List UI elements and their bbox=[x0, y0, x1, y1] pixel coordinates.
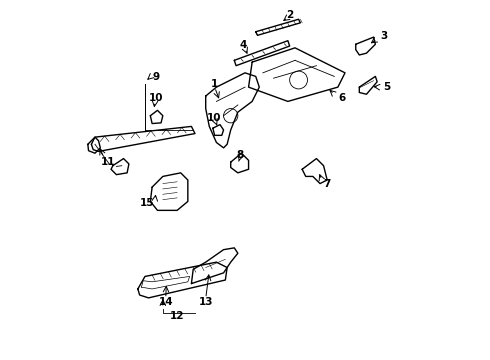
Text: 2: 2 bbox=[286, 10, 294, 20]
Text: 15: 15 bbox=[140, 198, 154, 208]
Text: 12: 12 bbox=[170, 311, 184, 321]
Text: 6: 6 bbox=[338, 93, 345, 103]
Text: 4: 4 bbox=[240, 40, 247, 50]
Text: 10: 10 bbox=[148, 93, 163, 103]
Text: 5: 5 bbox=[384, 82, 391, 92]
Text: 3: 3 bbox=[380, 31, 387, 41]
Text: 14: 14 bbox=[158, 297, 173, 307]
Text: 13: 13 bbox=[198, 297, 213, 307]
Text: 9: 9 bbox=[152, 72, 159, 82]
Text: 8: 8 bbox=[237, 150, 244, 159]
Text: 11: 11 bbox=[101, 157, 116, 167]
Text: 10: 10 bbox=[207, 113, 221, 123]
Text: 7: 7 bbox=[323, 179, 330, 189]
Text: 1: 1 bbox=[211, 78, 218, 89]
